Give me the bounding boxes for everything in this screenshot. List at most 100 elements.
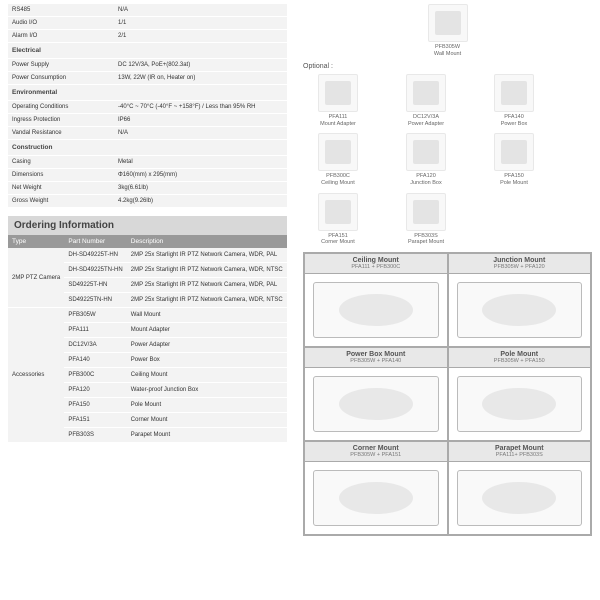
mount-header: Junction Mount PFB305W + PFA120 [449, 254, 591, 274]
mount-title: Pole Mount [449, 351, 591, 358]
accessory-item: DC12V/3A Power Adapter [391, 74, 461, 127]
spec-key: Ingress Protection [8, 114, 114, 127]
mount-diagram [449, 368, 591, 440]
accessory-name: Junction Box [391, 180, 461, 187]
right-column: PFB305W Wall Mount Optional : PFA111 Mou… [295, 0, 600, 600]
mount-title: Parapet Mount [449, 445, 591, 452]
spec-val: 4.2kg(9.26lb) [114, 195, 287, 208]
section-title: Environmental [8, 85, 287, 101]
part-desc: Water-proof Junction Box [127, 383, 287, 398]
mount-cell: Power Box Mount PFB305W + PFA140 [304, 347, 448, 441]
wall-mount-icon [428, 4, 468, 42]
part-number: PFA111 [64, 323, 126, 338]
accessory-code: PFB303S [391, 233, 461, 240]
accessory-icon [318, 193, 358, 231]
accessory-icon [318, 133, 358, 171]
accessory-code: PFA111 [303, 114, 373, 121]
part-desc: Parapet Mount [127, 428, 287, 443]
col-type: Type [8, 235, 64, 248]
part-desc: Pole Mount [127, 398, 287, 413]
accessory-icon [406, 74, 446, 112]
part-desc: Ceiling Mount [127, 368, 287, 383]
accessory-item: PFB303S Parapet Mount [391, 193, 461, 246]
mount-diagram [305, 368, 447, 440]
type-cell: 2MP PTZ Camera [8, 248, 64, 308]
spec-key: Gross Weight [8, 195, 114, 208]
mount-subtitle: PFB305W + PFA150 [449, 358, 591, 364]
ordering-header: Ordering Information [8, 216, 287, 235]
part-number: DC12V/3A [64, 338, 126, 353]
mount-subtitle: PFB305W + PFA151 [305, 452, 447, 458]
spec-val: 13W, 22W (IR on, Heater on) [114, 72, 287, 85]
spec-val: N/A [114, 4, 287, 17]
part-desc: 2MP 25x Starlight IR PTZ Network Camera,… [127, 293, 287, 308]
accessory-icon [406, 133, 446, 171]
section-title: Electrical [8, 43, 287, 59]
accessory-code: PFA140 [479, 114, 549, 121]
part-desc: Power Adapter [127, 338, 287, 353]
part-desc: 2MP 25x Starlight IR PTZ Network Camera,… [127, 263, 287, 278]
mount-cell: Ceiling Mount PFA111 + PFB300C [304, 253, 448, 347]
accessory-name: Wall Mount [428, 51, 468, 58]
accessory-name: Power Adapter [391, 121, 461, 128]
part-number: DH-SD49225T-HN [64, 248, 126, 263]
spec-key: Power Consumption [8, 72, 114, 85]
spec-key: Dimensions [8, 169, 114, 182]
spec-key: Alarm I/O [8, 30, 114, 43]
accessory-item: PFB305W Wall Mount [428, 4, 468, 57]
mount-subtitle: PFA111 + PFB300C [305, 264, 447, 270]
accessory-code: DC12V/3A [391, 114, 461, 121]
accessory-item: PFA140 Power Box [479, 74, 549, 127]
mount-header: Corner Mount PFB305W + PFA151 [305, 442, 447, 462]
accessory-icon [494, 74, 534, 112]
part-number: PFA140 [64, 353, 126, 368]
left-column: RS485N/AAudio I/O1/1Alarm I/O2/1Electric… [0, 0, 295, 600]
mount-diagram [449, 462, 591, 534]
part-number: PFA151 [64, 413, 126, 428]
spec-val: 1/1 [114, 17, 287, 30]
spec-table: RS485N/AAudio I/O1/1Alarm I/O2/1Electric… [8, 4, 287, 208]
accessory-name: Corner Mount [303, 239, 373, 246]
accessory-code: PFA150 [479, 173, 549, 180]
spec-val: 2/1 [114, 30, 287, 43]
accessory-item: PFA120 Junction Box [391, 133, 461, 186]
mount-subtitle: PFA111+ PFB303S [449, 452, 591, 458]
part-desc: 2MP 25x Starlight IR PTZ Network Camera,… [127, 278, 287, 293]
mount-diagram [305, 462, 447, 534]
accessory-item: PFA150 Pole Mount [479, 133, 549, 186]
spec-key: RS485 [8, 4, 114, 17]
spec-val: -40°C ~ 70°C (-40°F ~ +158°F) / Less tha… [114, 101, 287, 114]
spec-key: Net Weight [8, 182, 114, 195]
ordering-table: Type Part Number Description 2MP PTZ Cam… [8, 235, 287, 443]
col-pn: Part Number [64, 235, 126, 248]
spec-val: 3kg(6.61lb) [114, 182, 287, 195]
part-desc: Corner Mount [127, 413, 287, 428]
accessory-icon [494, 133, 534, 171]
spec-key: Power Supply [8, 59, 114, 72]
accessory-item: PFB300C Ceiling Mount [303, 133, 373, 186]
mount-cell: Pole Mount PFB305W + PFA150 [448, 347, 592, 441]
col-desc: Description [127, 235, 287, 248]
mount-title: Corner Mount [305, 445, 447, 452]
part-number: PFB303S [64, 428, 126, 443]
type-cell: Accessories [8, 308, 64, 443]
spec-val: Metal [114, 156, 287, 169]
spec-key: Vandal Resistance [8, 127, 114, 140]
part-desc: 2MP 25x Starlight IR PTZ Network Camera,… [127, 248, 287, 263]
accessory-name: Power Box [479, 121, 549, 128]
accessory-code: PFB305W [428, 44, 468, 51]
spec-val: IP66 [114, 114, 287, 127]
mount-title: Power Box Mount [305, 351, 447, 358]
accessory-code: PFB300C [303, 173, 373, 180]
mount-cell: Parapet Mount PFA111+ PFB303S [448, 441, 592, 535]
spec-val: N/A [114, 127, 287, 140]
section-title: Construction [8, 140, 287, 156]
part-desc: Power Box [127, 353, 287, 368]
part-number: PFA120 [64, 383, 126, 398]
part-number: PFB300C [64, 368, 126, 383]
spec-key: Casing [8, 156, 114, 169]
part-number: SD49225T-HN [64, 278, 126, 293]
accessory-icon [318, 74, 358, 112]
mount-cell: Corner Mount PFB305W + PFA151 [304, 441, 448, 535]
spec-val: Φ160(mm) x 295(mm) [114, 169, 287, 182]
